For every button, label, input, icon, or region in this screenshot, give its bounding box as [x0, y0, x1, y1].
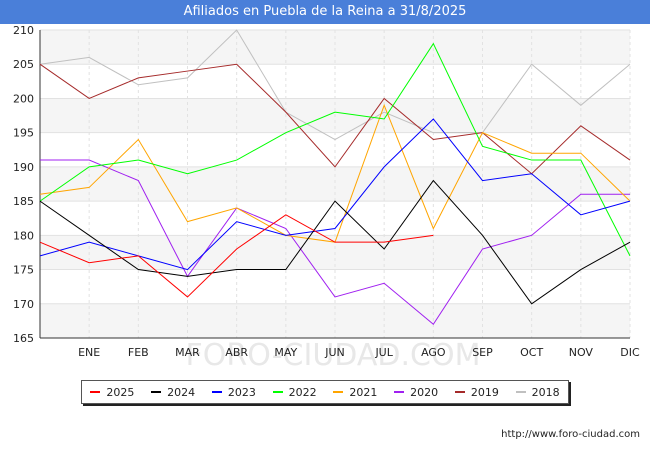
x-tick-label: SEP [472, 346, 493, 359]
legend-item-2019: 2019 [454, 385, 499, 399]
x-tick-labels: ENE FEB MAR ABR MAY JUN JUL AGO SEP OCT NOV DIC [78, 346, 640, 359]
y-tick-label: 200 [13, 92, 34, 105]
chart-title: Afiliados en Puebla de la Reina a 31/8/2… [0, 0, 650, 24]
plot-band [40, 30, 630, 65]
legend-item-2021: 2021 [333, 386, 377, 399]
x-tick-label: DIC [620, 346, 640, 359]
plot-band [40, 166, 630, 202]
x-tick-label: JUL [374, 346, 393, 359]
series-line-2022 [39, 42, 631, 257]
legend-item-2023: 2023 [211, 385, 256, 399]
watermark: FORO-CIUDAD.COM [186, 338, 481, 373]
legend-swatch [90, 391, 101, 393]
x-tick-label: OCT [520, 346, 543, 359]
legend-item-2018: 2018 [515, 385, 560, 399]
y-tick-label: 195 [13, 127, 34, 140]
source-url[interactable]: http://www.foro-ciudad.com [501, 429, 640, 440]
legend-swatch [272, 391, 283, 393]
x-tick-label: JUN [324, 346, 345, 359]
legend-label: 2020 [410, 385, 439, 399]
legend-label: 2025 [106, 385, 135, 399]
legend-item-2025: 2025 [90, 386, 134, 399]
legend-item-2024: 2024 [151, 386, 195, 399]
legend-swatch [211, 391, 222, 393]
legend-label: 2023 [227, 385, 256, 399]
legend-swatch [151, 391, 162, 393]
legend-label: 2022 [288, 385, 317, 399]
y-tick-label: 175 [13, 264, 34, 277]
x-tick-label: ENE [78, 346, 100, 359]
legend-label: 2018 [531, 385, 560, 399]
legend-label: 2019 [470, 385, 499, 399]
axes [39, 30, 630, 339]
y-tick-label: 165 [13, 332, 34, 345]
x-tick-label: ABR [225, 346, 248, 359]
y-tick-label: 185 [13, 195, 34, 208]
y-tick-label: 180 [13, 229, 34, 242]
legend-swatch [394, 391, 405, 393]
y-tick-labels: 165 170 175 180 185 190 195 200 205 210 [13, 24, 34, 345]
series-line-2025 [39, 214, 434, 298]
legend-swatch [515, 391, 526, 393]
x-tick-label: FEB [128, 346, 149, 359]
y-tick-label: 210 [13, 24, 34, 37]
legend-swatch [333, 391, 344, 393]
legend-label: 2021 [349, 385, 378, 399]
legend: 2025 2024 2023 2022 2021 2020 2019 2018 [81, 380, 569, 404]
y-tick-label: 190 [13, 161, 34, 174]
x-tick-label: MAR [175, 346, 200, 359]
x-tick-label: AGO [421, 346, 446, 359]
legend-swatch [454, 391, 465, 393]
legend-item-2022: 2022 [272, 385, 317, 399]
x-tick-label: MAY [274, 346, 297, 359]
grid-lines [39, 29, 631, 339]
x-tick-label: NOV [569, 346, 594, 359]
plot-bands [40, 30, 630, 338]
y-tick-label: 205 [13, 58, 34, 71]
series-lines [39, 29, 631, 326]
series-line-2024 [39, 179, 631, 305]
legend-label: 2024 [167, 385, 196, 399]
series-line-2018 [39, 29, 631, 141]
legend-item-2020: 2020 [394, 386, 438, 399]
y-tick-label: 170 [13, 298, 34, 311]
series-line-2020 [40, 159, 630, 326]
